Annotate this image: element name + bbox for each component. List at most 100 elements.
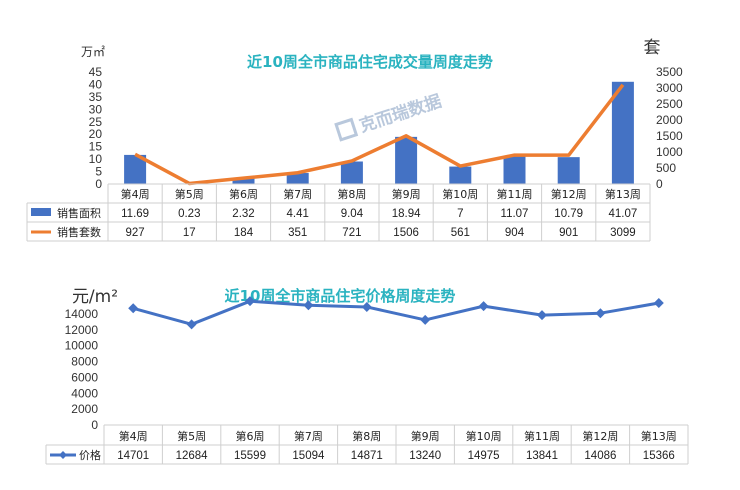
chart1-left-tick: 20 (89, 127, 103, 141)
chart2-value-label: 15599 (234, 450, 266, 462)
chart1-bar-value: 18.94 (392, 208, 421, 220)
chart1-line-value: 721 (342, 227, 361, 239)
chart2-category-label: 第5周 (177, 429, 206, 443)
chart1-left-tick: 45 (89, 65, 103, 79)
chart2-category-label: 第10周 (466, 429, 502, 443)
chart1-line-value: 1506 (393, 227, 419, 239)
chart1-bar-value: 9.04 (341, 208, 364, 220)
chart2-point (653, 298, 664, 309)
chart1-right-tick: 2500 (656, 97, 683, 111)
chart1-line-value: 184 (234, 227, 254, 239)
chart1-right-tick: 3500 (656, 65, 683, 79)
chart1-category-label: 第10周 (442, 187, 478, 201)
chart2-category-label: 第9周 (411, 429, 440, 443)
chart2-y-tick: 0 (91, 418, 98, 432)
chart2-value-label: 13841 (526, 450, 558, 462)
chart2-value-label: 14086 (584, 450, 616, 462)
chart1-bar (286, 173, 309, 184)
chart1-bar (395, 136, 418, 184)
chart2-line-series (132, 299, 660, 326)
chart2-point (361, 301, 372, 312)
chart1-line-value: 901 (559, 227, 578, 239)
chart2-category-label: 第8周 (352, 429, 381, 443)
chart1-left-tick: 40 (89, 77, 103, 91)
chart1-bar-value: 11.07 (501, 208, 529, 220)
watermark-text: 克而瑞数据 (357, 90, 444, 136)
chart2-value-label: 14975 (468, 450, 500, 462)
chart2-unit: 元/m² (72, 287, 118, 307)
chart1-right-tick: 1000 (656, 145, 683, 159)
chart2-point (537, 310, 547, 321)
chart1-bar (232, 178, 255, 184)
chart1-category-label: 第5周 (175, 187, 204, 201)
chart1-left-tick: 15 (89, 140, 103, 154)
chart1-category-label: 第11周 (497, 187, 533, 201)
chart1-category-label: 第13周 (605, 187, 641, 201)
chart1-left-unit: 万㎡ (81, 45, 105, 59)
chart1-bar-value: 11.69 (121, 208, 149, 220)
chart2-y-tick: 12000 (65, 323, 99, 337)
chart2-point (303, 300, 314, 311)
chart1-line-series (134, 83, 625, 186)
chart2-point (478, 301, 489, 312)
chart1-right-tick: 3000 (656, 81, 683, 95)
chart1-right-tick: 0 (656, 177, 663, 191)
chart1-legend-line-label: 销售套数 (57, 225, 101, 239)
chart1-left-tick: 0 (95, 177, 102, 191)
chart1-title: 近10周全市商品住宅成交量周度走势 (247, 53, 493, 71)
chart1-bar-value: 0.23 (178, 208, 200, 220)
chart2-category-label: 第6周 (236, 429, 265, 443)
chart1-right-unit: 套 (644, 38, 661, 58)
chart2-legend-marker (59, 451, 67, 459)
chart2-value-label: 12684 (176, 450, 209, 462)
chart1-category-label: 第12周 (551, 187, 587, 201)
chart2-point (595, 308, 606, 319)
chart1-bar-value: 10.79 (554, 208, 583, 220)
chart1-category-label: 第9周 (392, 187, 421, 201)
chart1-bar (449, 166, 472, 184)
chart2-y-tick: 10000 (65, 339, 99, 353)
chart2-y-tick: 8000 (71, 355, 98, 369)
chart1-bar-value: 4.41 (287, 208, 309, 220)
chart2-value-label: 14871 (351, 450, 383, 462)
chart2-point (128, 303, 139, 314)
chart1-legend-bar-swatch (31, 208, 51, 216)
chart1-left-tick: 5 (95, 165, 102, 179)
chart2-value-label: 13240 (409, 450, 441, 462)
chart1-left-tick: 35 (89, 90, 103, 104)
chart2-category-label: 第11周 (524, 429, 560, 443)
chart1-line-value: 904 (505, 227, 525, 239)
chart1-bar-value: 41.07 (609, 208, 638, 220)
chart1-bar-value: 2.32 (232, 208, 254, 220)
chart1-line-value: 351 (288, 227, 307, 239)
chart1-bar (124, 154, 147, 184)
chart1-bar (611, 81, 634, 184)
chart2-title: 近10周全市商品住宅价格周度走势 (225, 287, 456, 305)
chart1-line-value: 3099 (610, 227, 636, 239)
chart1-bar (557, 157, 580, 184)
chart1-left-tick: 30 (89, 102, 103, 116)
chart1-category-label: 第8周 (337, 187, 366, 201)
chart1-line-value: 561 (451, 227, 470, 239)
chart2-y-tick: 6000 (71, 370, 98, 384)
chart2-y-tick: 2000 (71, 402, 98, 416)
chart2-legend-label: 价格 (79, 448, 101, 462)
chart2-value-label: 14701 (117, 450, 149, 462)
chart1-bar-value: 7 (457, 208, 463, 220)
chart2-y-tick: 14000 (65, 307, 99, 321)
chart2-value-label: 15094 (292, 450, 325, 462)
chart1-bar (503, 156, 526, 184)
chart2-point (420, 314, 431, 325)
chart2-y-tick: 4000 (71, 386, 98, 400)
chart1-right-tick: 1500 (656, 129, 683, 143)
chart2-value-label: 15366 (643, 450, 675, 462)
chart1-right-tick: 2000 (656, 113, 683, 127)
chart1-category-label: 第6周 (229, 187, 258, 201)
chart1-bar (340, 161, 363, 184)
chart1-legend-bar-label: 销售面积 (57, 206, 101, 220)
chart1-left-tick: 25 (89, 115, 103, 129)
watermark-logo: 克而瑞数据 (334, 90, 444, 142)
chart2-category-label: 第13周 (641, 429, 677, 443)
chart1-category-label: 第7周 (283, 187, 312, 201)
